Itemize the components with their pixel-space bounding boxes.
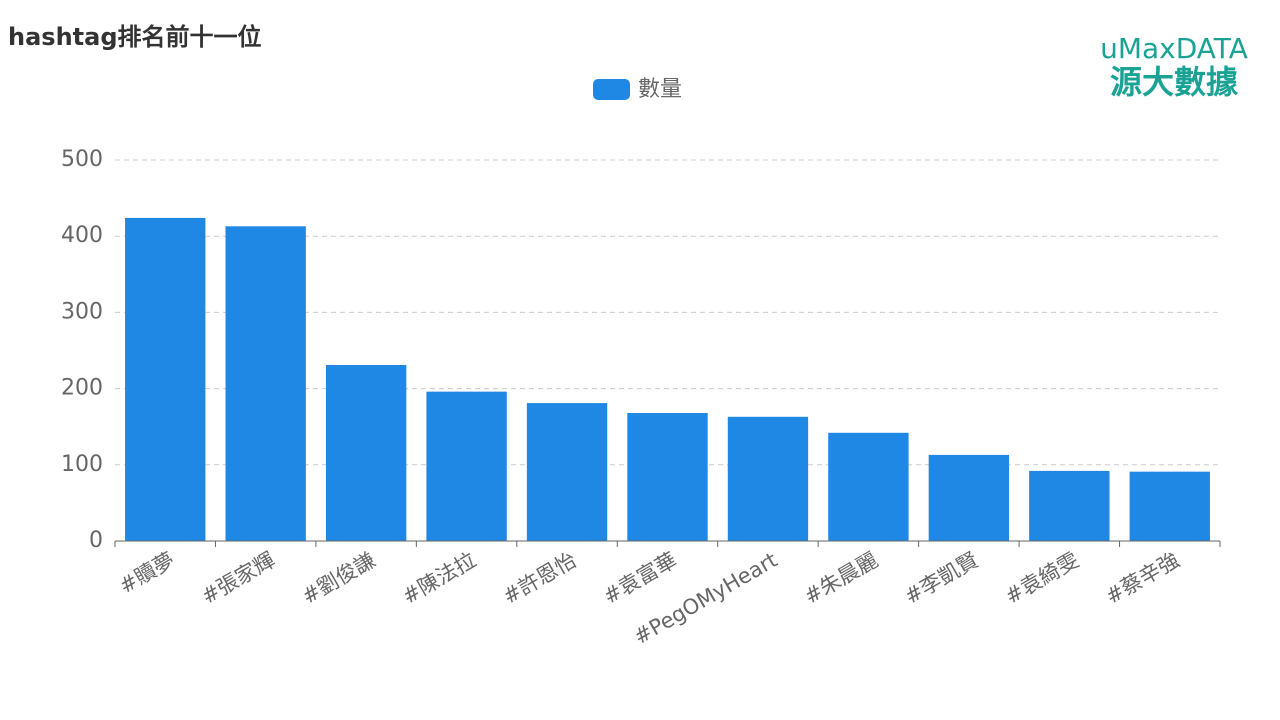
x-tick-label: #李凱賢	[901, 548, 983, 609]
x-tick-label: #劉俊謙	[298, 548, 380, 609]
bar	[828, 432, 909, 541]
x-tick-label: #許恩怡	[499, 548, 581, 609]
bar	[1129, 471, 1210, 541]
y-tick-label: 100	[61, 452, 103, 477]
y-tick-label: 0	[89, 528, 103, 553]
bar	[426, 391, 507, 541]
x-tick-label: #贖夢	[115, 548, 179, 599]
legend-swatch	[593, 79, 630, 100]
bar	[1029, 470, 1110, 541]
x-tick-label: #朱晨麗	[800, 548, 882, 609]
y-tick-label: 300	[61, 299, 103, 324]
bar	[928, 454, 1010, 541]
y-tick-label: 400	[61, 223, 103, 248]
y-tick-label: 500	[61, 147, 103, 172]
x-tick-label: #陳法拉	[398, 548, 480, 609]
logo-name: 源大數據	[1110, 63, 1239, 101]
legend-label: 數量	[638, 77, 682, 102]
bar	[325, 364, 407, 541]
bar	[225, 226, 306, 541]
chart-title: hashtag排名前十一位	[8, 23, 262, 51]
bar	[627, 412, 708, 541]
x-tick-label: #袁富華	[599, 548, 681, 609]
x-tick-label: #袁綺雯	[1001, 548, 1083, 609]
logo-brand: uMaxDATA	[1100, 32, 1248, 65]
bar	[727, 416, 809, 541]
bar	[526, 403, 608, 541]
x-tick-label: #蔡辛強	[1101, 548, 1183, 609]
bar	[125, 217, 206, 542]
y-tick-label: 200	[61, 376, 103, 401]
x-tick-label: #張家輝	[197, 548, 279, 609]
